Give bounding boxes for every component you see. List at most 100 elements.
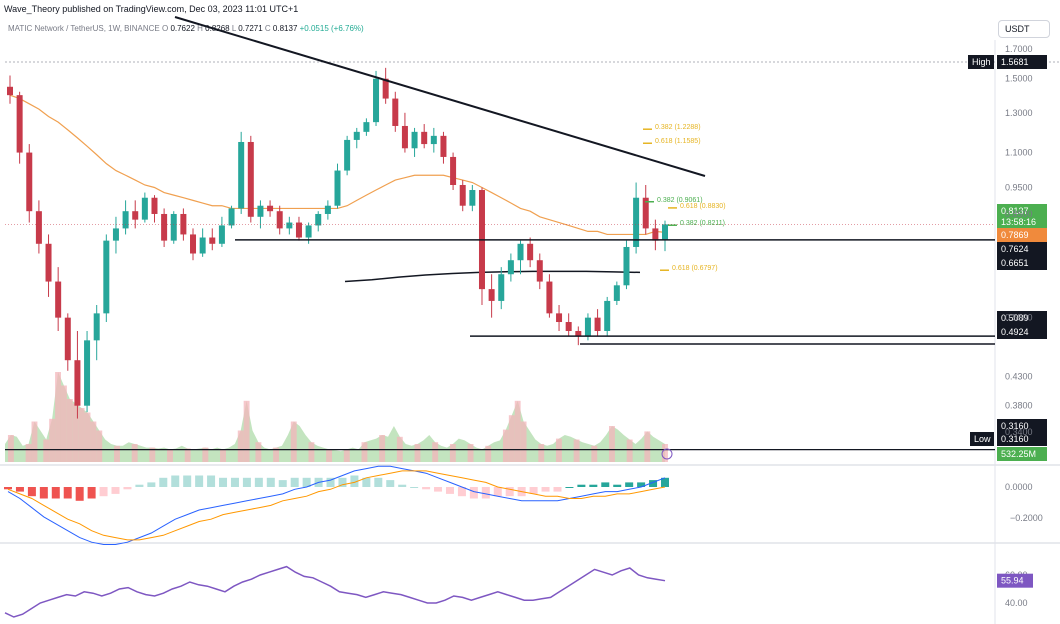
current-price-bg	[997, 204, 1047, 228]
macd-hist-bar	[171, 475, 180, 487]
volume-bar	[243, 400, 250, 462]
price-tick-label: 1.3000	[1005, 108, 1033, 118]
candle-body	[112, 228, 119, 241]
candle-body	[295, 222, 302, 238]
rsi-value-badge: 55.94	[1001, 576, 1024, 586]
macd-hist-bar	[434, 487, 443, 492]
level-badge-text: 0.7624	[1001, 244, 1029, 254]
volume-bar	[84, 412, 91, 462]
candle-body	[584, 317, 591, 336]
level-badge: 0.5089	[997, 311, 1047, 325]
candle-body	[421, 131, 428, 145]
volume-bar	[131, 444, 138, 462]
candle-body	[64, 317, 71, 361]
macd-hist-bar	[51, 487, 60, 499]
candle-body	[517, 243, 524, 261]
macd-hist-bar	[469, 487, 478, 499]
macd-hist-bar	[362, 477, 371, 487]
candle-body	[401, 125, 408, 149]
fib-label: 0.618 (0.8830)	[680, 203, 726, 210]
volume-bar	[55, 372, 61, 462]
volume-bar	[96, 430, 103, 462]
volume-badge: 532.25M	[997, 447, 1047, 461]
macd-hist-bar	[290, 477, 299, 487]
macd-hist-bar	[326, 477, 335, 487]
candle-body	[190, 234, 197, 254]
macd-hist-bar	[481, 487, 490, 499]
candle-body	[652, 228, 659, 241]
candle-body	[382, 78, 389, 99]
volume-bar	[361, 442, 368, 462]
macd-hist-bar	[338, 477, 347, 487]
macd-hist-bar	[398, 484, 407, 487]
volume-bar	[237, 430, 244, 462]
ema-value-badge: 0.7869	[997, 228, 1047, 242]
macd-hist-bar	[219, 477, 228, 487]
candle-body	[7, 86, 13, 96]
candle-body	[74, 360, 81, 406]
level-badge-bg	[997, 242, 1047, 256]
macd-hist-bar	[577, 484, 586, 487]
volume-bar	[7, 435, 14, 462]
symbol-name: MATIC Network / TetherUS, 1W, BINANCE	[8, 24, 160, 33]
ohlc-key: O	[161, 24, 171, 33]
volume-bar	[220, 449, 226, 462]
price-tick-label: 0.8500	[1005, 209, 1033, 219]
volume-bar	[520, 421, 527, 462]
level-badge-text: 0.5089	[1001, 313, 1029, 323]
candle-body	[536, 260, 543, 282]
macd-hist-bar	[589, 484, 598, 487]
candle-body	[122, 211, 129, 229]
volume-bar	[467, 444, 474, 462]
ema-value-badge-bg	[997, 228, 1047, 242]
candle-body	[35, 211, 42, 244]
volume-bar	[514, 400, 521, 462]
macd-hist-bar	[386, 480, 395, 487]
macd-hist-bar	[75, 487, 84, 501]
ohlc-value: 0.7271	[238, 24, 263, 33]
long-ma-line	[344, 270, 641, 283]
candle-body	[180, 213, 187, 235]
volume-bar	[326, 449, 333, 462]
candle-body	[26, 152, 33, 212]
candle-body	[604, 300, 611, 332]
candle-body	[662, 224, 668, 240]
macd-hist-bar	[15, 487, 24, 492]
level-badge-bg	[997, 311, 1047, 325]
compare-icon	[661, 448, 673, 460]
candle-body	[45, 243, 52, 282]
macd-line	[7, 465, 666, 545]
candle-body	[199, 237, 206, 254]
candle-body	[103, 240, 110, 314]
macd-hist-bar	[302, 477, 311, 487]
fib-label: 0.618 (1.1585)	[655, 138, 701, 145]
level-badge-bg	[997, 325, 1047, 339]
macd-hist-bar	[374, 477, 383, 487]
candle-body	[257, 205, 264, 217]
volume-bar	[308, 442, 315, 462]
currency-button[interactable]: USDT	[998, 20, 1050, 38]
volume-bar	[273, 447, 280, 462]
candle-body	[276, 211, 283, 229]
candle-body	[594, 317, 601, 332]
macd-hist-bar	[457, 487, 466, 497]
candle-body	[93, 313, 100, 341]
price-change: +0.0515 (+6.76%)	[299, 24, 364, 33]
candle-body	[151, 197, 158, 214]
candle-body	[353, 131, 360, 140]
macd-hist-bar	[350, 475, 359, 487]
macd-hist-bar	[637, 482, 646, 487]
macd-hist-bar	[99, 487, 108, 497]
level-badge: 0.4924	[997, 325, 1047, 339]
macd-hist-bar	[505, 487, 514, 497]
candle-body	[55, 281, 62, 318]
level-badge-bg	[997, 256, 1047, 270]
candle-body	[430, 135, 437, 145]
macd-hist-bar	[649, 480, 658, 487]
macd-hist-bar	[661, 477, 669, 487]
candle-body	[305, 225, 312, 238]
level-badge-text: 0.6651	[1001, 258, 1029, 268]
price-tick-label: 1.5000	[1005, 74, 1033, 84]
macd-hist-bar	[410, 487, 419, 488]
